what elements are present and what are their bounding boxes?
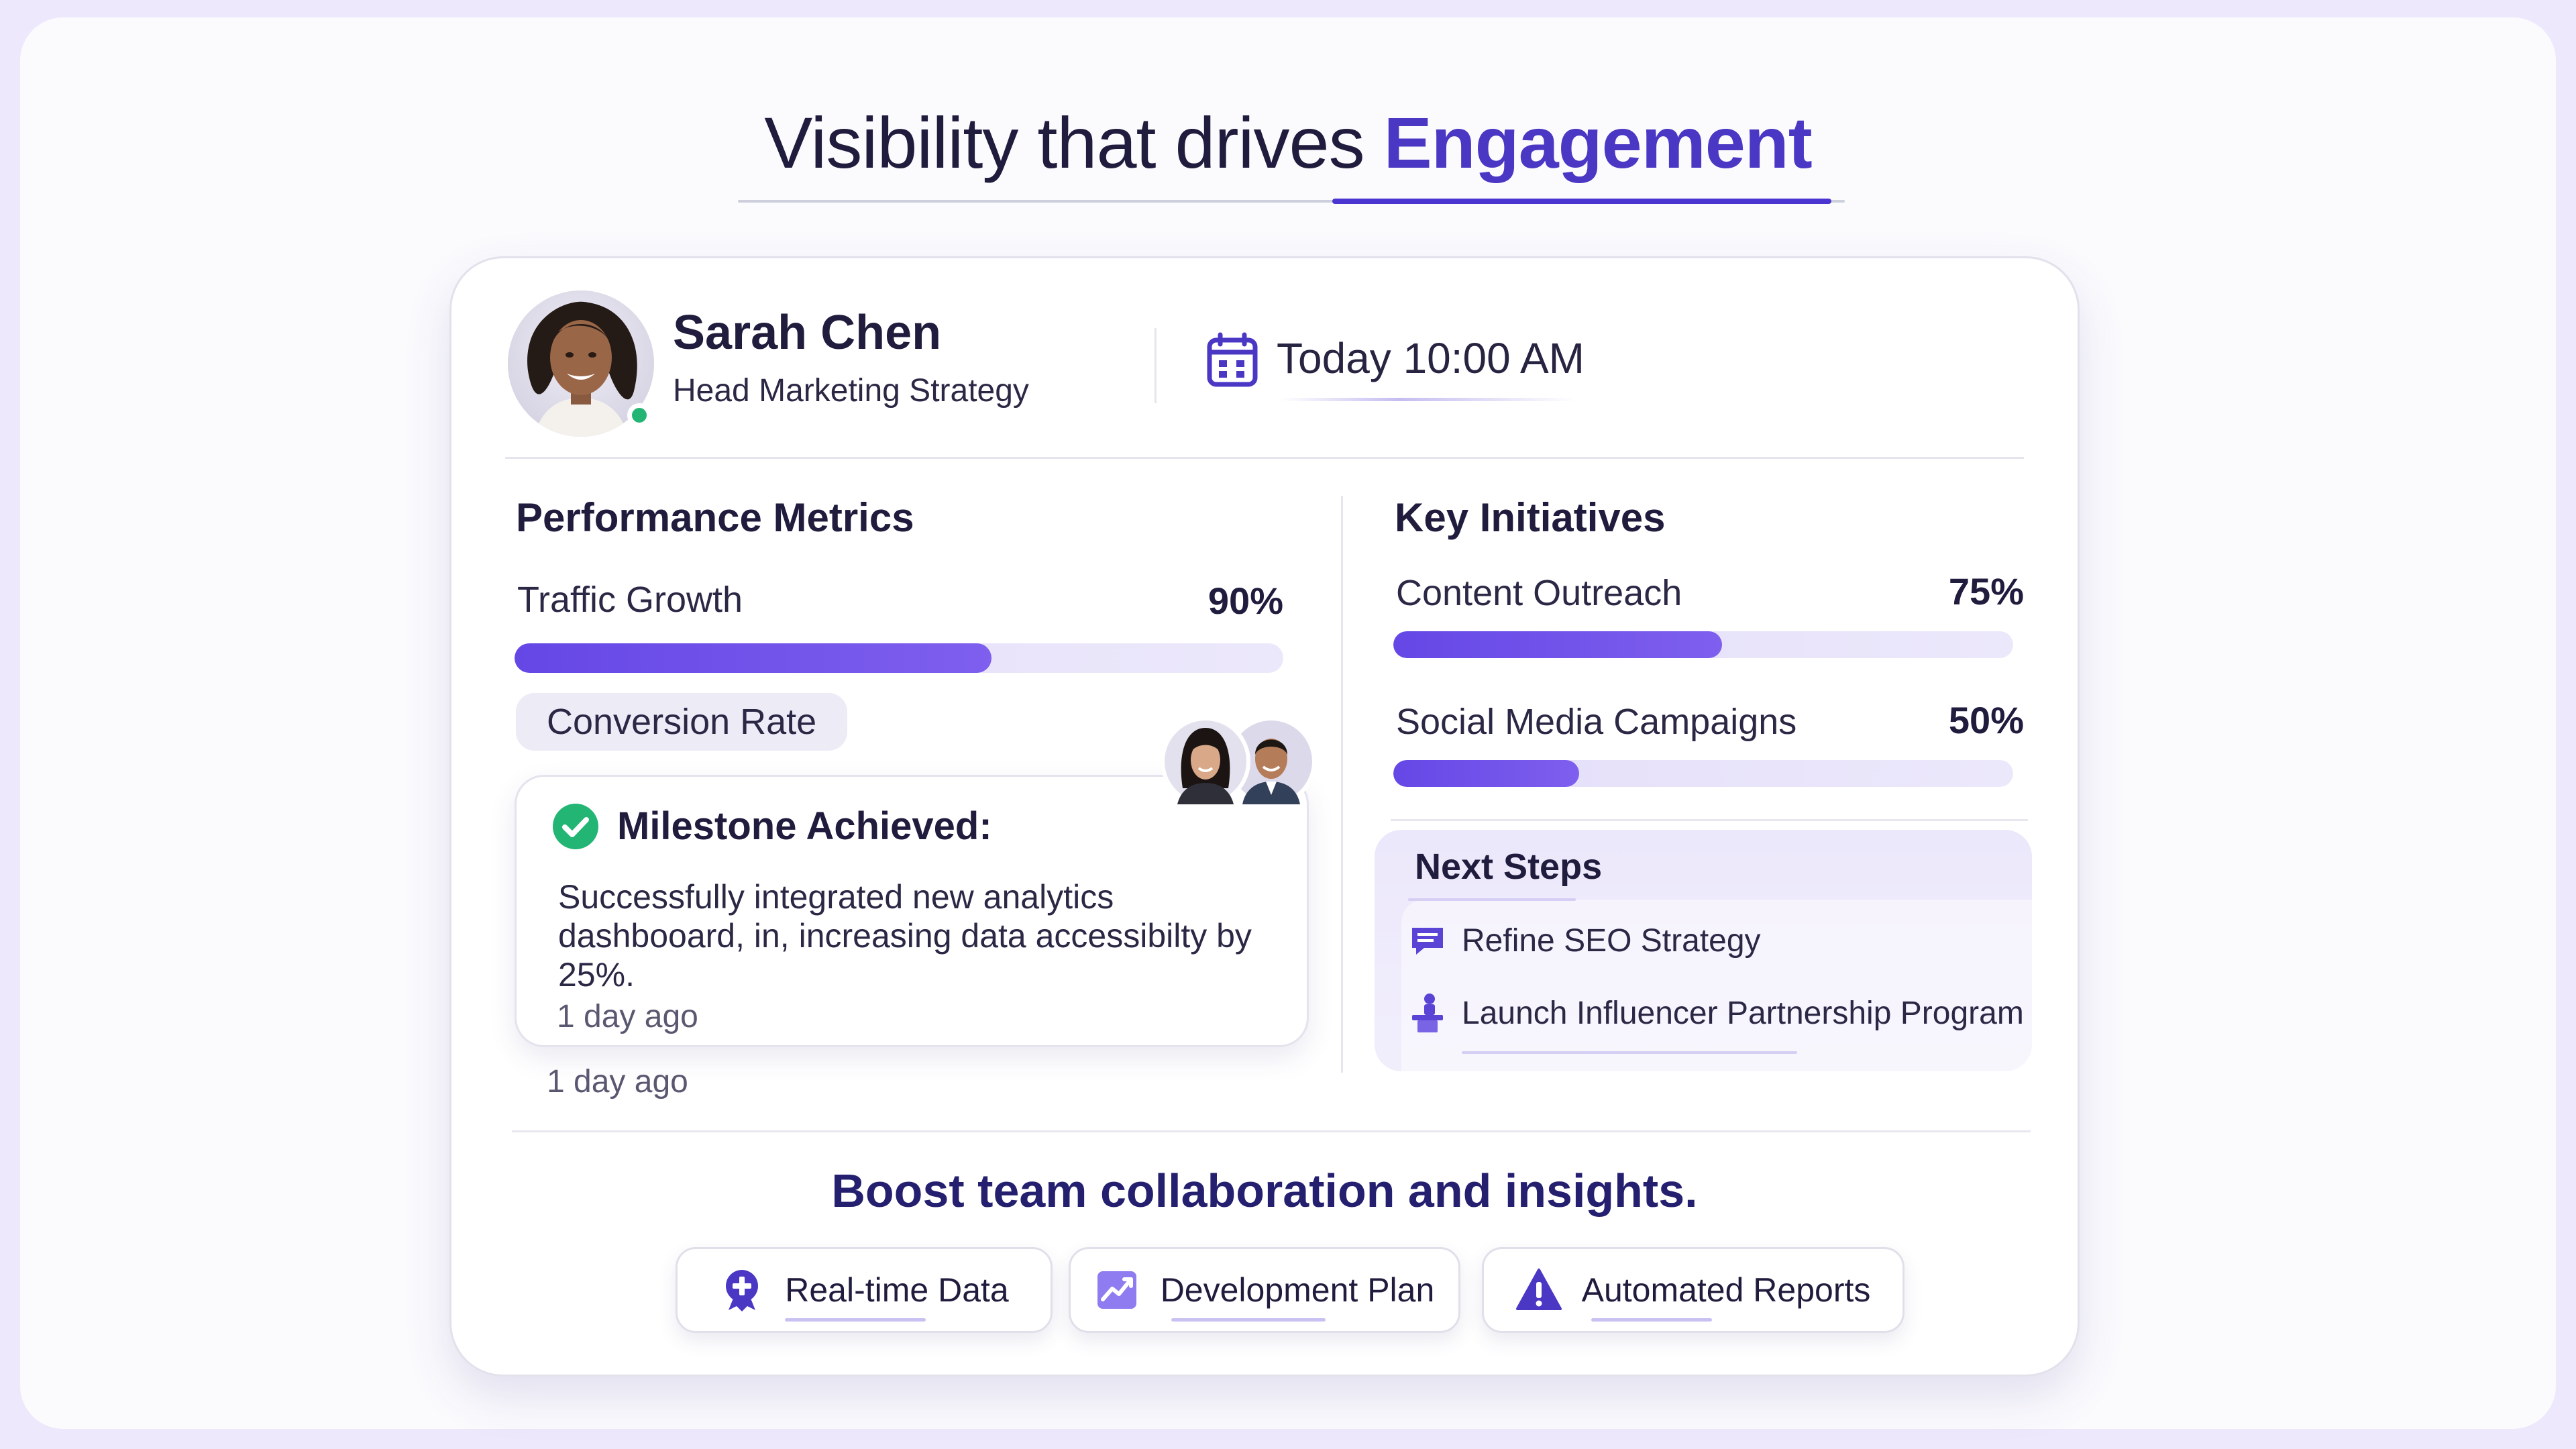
footer-tagline: Boost team collaboration and insights. bbox=[831, 1165, 1698, 1217]
real-time-data-underline bbox=[785, 1318, 926, 1322]
content-outreach-value: 75% bbox=[1948, 570, 2024, 612]
user-role: Head Marketing Strategy bbox=[673, 373, 1029, 409]
chat-bubble-icon bbox=[1412, 928, 1443, 955]
user-name: Sarah Chen bbox=[673, 306, 942, 360]
automated-reports-label: Automated Reports bbox=[1581, 1271, 1871, 1309]
content-outreach-bar-fill bbox=[1393, 631, 1722, 658]
milestone-card[interactable]: Milestone Achieved: Successfully integra… bbox=[515, 775, 1309, 1047]
avatar[interactable] bbox=[508, 290, 654, 437]
real-time-data-button[interactable]: Real-time Data bbox=[676, 1247, 1053, 1333]
page-headline: Visibility that drives Engagement bbox=[0, 101, 2576, 184]
footer-separator bbox=[512, 1130, 2031, 1132]
conversion-rate-tag[interactable]: Conversion Rate bbox=[516, 693, 848, 751]
headline-accent: Engagement bbox=[1383, 102, 1813, 183]
traffic-growth-bar-fill bbox=[515, 643, 991, 673]
traffic-growth-value: 90% bbox=[1208, 580, 1283, 622]
milestone-title: Milestone Achieved: bbox=[617, 804, 992, 848]
real-time-data-label: Real-time Data bbox=[785, 1271, 1009, 1309]
initiatives-separator bbox=[1391, 819, 2028, 821]
automated-reports-button[interactable]: Automated Reports bbox=[1482, 1247, 1904, 1333]
next-step-underline bbox=[1462, 1051, 1797, 1054]
performance-metrics-title: Performance Metrics bbox=[516, 495, 914, 540]
social-media-bar-fill bbox=[1393, 760, 1580, 787]
automated-reports-underline bbox=[1591, 1318, 1712, 1322]
next-steps-title: Next Steps bbox=[1415, 847, 1603, 887]
check-circle-icon bbox=[553, 804, 598, 849]
development-plan-button[interactable]: Development Plan bbox=[1069, 1247, 1460, 1333]
social-media-bar bbox=[1393, 760, 2013, 787]
headline-underline bbox=[738, 200, 1845, 203]
person-podium-icon bbox=[1412, 994, 1443, 1032]
milestone-timestamp: 1 day ago bbox=[557, 999, 698, 1034]
column-divider bbox=[1341, 496, 1343, 1073]
next-step-label: Launch Influencer Partnership Program bbox=[1462, 995, 2024, 1031]
traffic-growth-bar bbox=[515, 643, 1283, 673]
headline-prefix: Visibility that drives bbox=[764, 102, 1384, 183]
warning-icon bbox=[1515, 1269, 1562, 1310]
meeting-time-underline bbox=[1281, 398, 1576, 401]
next-step-item[interactable]: Refine SEO Strategy bbox=[1407, 917, 1761, 964]
milestone-description: Successfully integrated new analytics da… bbox=[558, 878, 1252, 994]
meeting-time[interactable]: Today 10:00 AM bbox=[1277, 334, 1585, 382]
calendar-icon bbox=[1207, 332, 1258, 387]
next-steps-panel: Next Steps Refine SEO Strategy Launch In… bbox=[1375, 830, 2032, 1071]
next-steps-underline bbox=[1408, 898, 1576, 901]
development-plan-underline bbox=[1171, 1318, 1326, 1322]
team-avatars[interactable] bbox=[1159, 714, 1320, 808]
next-step-label: Refine SEO Strategy bbox=[1462, 922, 1761, 959]
key-initiatives-title: Key Initiatives bbox=[1395, 495, 1666, 540]
activity-timestamp: 1 day ago bbox=[547, 1064, 688, 1099]
next-steps-list-bg bbox=[1401, 900, 2032, 1071]
dashboard-card: Sarah Chen Head Marketing Strategy Today… bbox=[449, 256, 2080, 1377]
social-media-label: Social Media Campaigns bbox=[1396, 702, 1797, 742]
headline-accent-underline bbox=[1332, 199, 1831, 204]
social-media-value: 50% bbox=[1948, 699, 2024, 741]
development-plan-label: Development Plan bbox=[1160, 1271, 1435, 1309]
badge-plus-icon bbox=[726, 1270, 759, 1311]
next-step-item[interactable]: Launch Influencer Partnership Program bbox=[1407, 989, 2024, 1036]
header-separator bbox=[505, 457, 2024, 459]
online-status-dot bbox=[627, 403, 651, 427]
header-divider bbox=[1155, 328, 1157, 403]
content-outreach-label: Content Outreach bbox=[1396, 573, 1682, 613]
chart-trend-icon bbox=[1097, 1271, 1136, 1309]
traffic-growth-label: Traffic Growth bbox=[517, 580, 743, 620]
content-outreach-bar bbox=[1393, 631, 2013, 658]
